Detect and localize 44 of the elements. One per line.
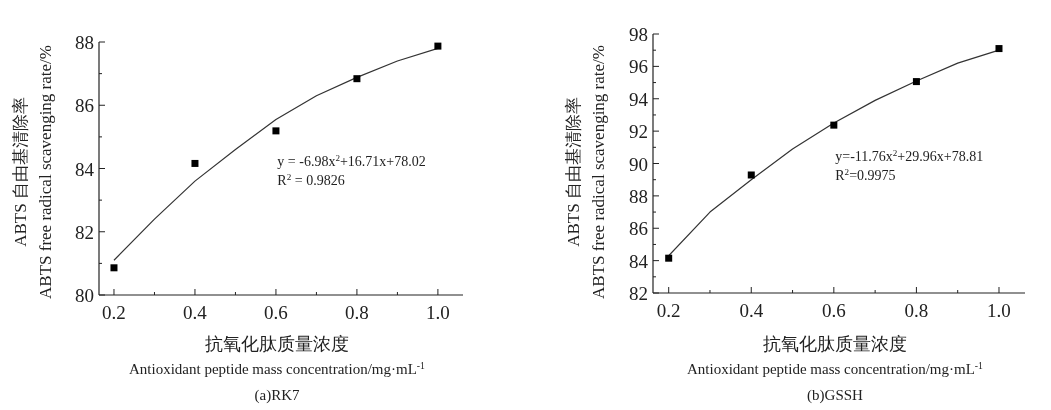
x-tick-label: 0.8 bbox=[345, 302, 369, 323]
y-tick-label: 96 bbox=[629, 56, 648, 78]
point bbox=[665, 254, 673, 262]
y-tick-label: 92 bbox=[629, 121, 648, 143]
x-tick-label: 0.6 bbox=[264, 302, 288, 323]
annotation: R$^{2}$ = 0.9826 bbox=[277, 171, 345, 188]
y-tick-label: 90 bbox=[629, 153, 648, 175]
point bbox=[912, 78, 920, 86]
x-tick-label: 0.8 bbox=[904, 300, 929, 321]
x-tick-label: 0.6 bbox=[821, 300, 846, 321]
x-tick-label: 1.0 bbox=[426, 302, 450, 323]
point bbox=[272, 127, 280, 135]
y-tick-label: 80 bbox=[75, 285, 94, 306]
point bbox=[830, 121, 838, 129]
y-axis-title: ABTS 自由基清除率 ABTS free radical scavenging rate/% bbox=[564, 45, 608, 299]
y-tick-label: 84 bbox=[629, 250, 649, 272]
x-tick-label: 0.2 bbox=[102, 302, 126, 323]
y-tick-label: 82 bbox=[75, 221, 94, 243]
y-tick-label: 84 bbox=[75, 158, 95, 180]
y-tick-label: 82 bbox=[629, 283, 648, 304]
point bbox=[747, 171, 755, 179]
x-tick-label: 0.4 bbox=[183, 302, 208, 323]
x-tick-label: 0.4 bbox=[739, 300, 764, 321]
annotation: R$^{2}$=0.9975 bbox=[835, 166, 896, 183]
point bbox=[434, 42, 442, 50]
y-tick-label: 98 bbox=[629, 24, 648, 45]
point bbox=[110, 264, 118, 272]
text: (b)GSSH bbox=[807, 387, 864, 404]
point bbox=[995, 45, 1003, 53]
text: (a)RK7 bbox=[254, 387, 300, 404]
x-axis-title: 抗氧化肽质量浓度 Antioxidant peptide mass concentration/mg·mL$^{-1}$ bbox=[129, 334, 426, 377]
x-tick-label: 1.0 bbox=[987, 300, 1011, 321]
y-tick-label: 88 bbox=[629, 185, 648, 207]
y-tick-label: 94 bbox=[629, 88, 649, 110]
point bbox=[353, 75, 361, 83]
point bbox=[191, 159, 199, 167]
annotation: y=-11.76x$^{2}$+29.96x+78.81 bbox=[835, 147, 984, 164]
x-tick-label: 0.2 bbox=[656, 300, 681, 321]
y-axis-title: ABTS 自由基清除率 ABTS free radical scavenging rate/% bbox=[11, 45, 55, 299]
y-tick-label: 86 bbox=[75, 95, 94, 117]
y-tick-label: 88 bbox=[75, 32, 94, 53]
x-axis-title: 抗氧化肽质量浓度 Antioxidant peptide mass concentration/mg·mL$^{-1}$ bbox=[687, 334, 984, 377]
annotation: y = -6.98x$^{2}$+16.71x+78.02 bbox=[277, 152, 426, 169]
y-tick-label: 86 bbox=[629, 218, 648, 240]
